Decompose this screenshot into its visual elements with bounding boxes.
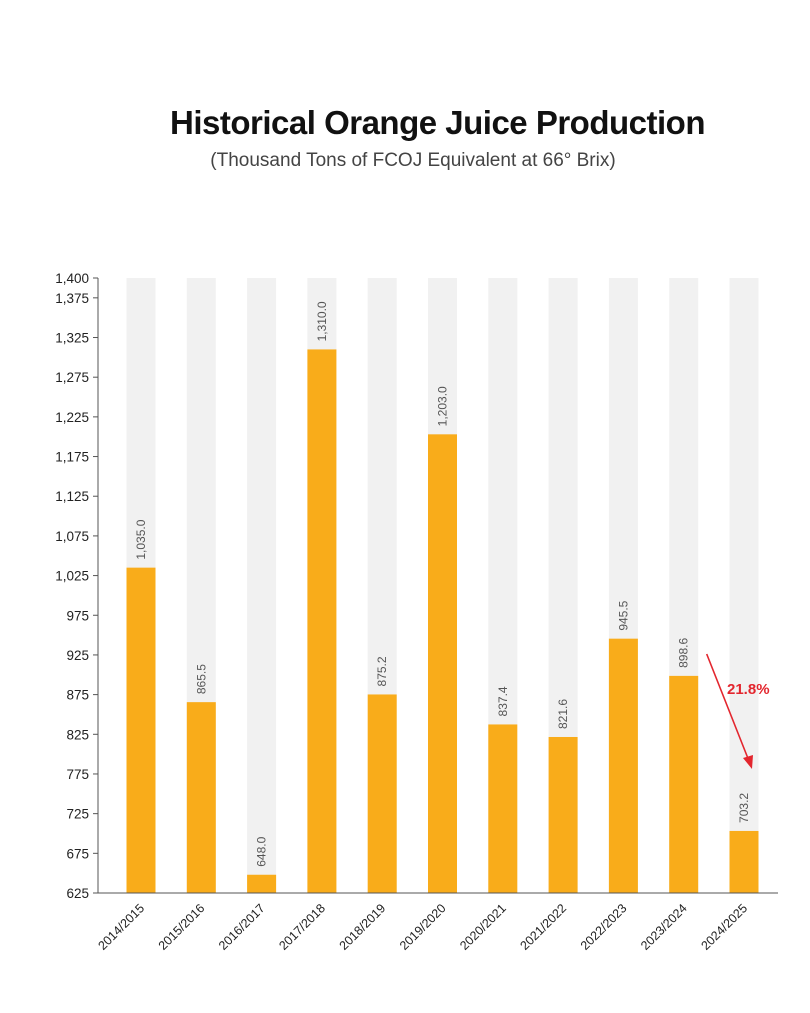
x-tick-label: 2015/2016 (156, 901, 208, 953)
bar (367, 694, 397, 893)
bar-value-label: 648.0 (255, 836, 269, 866)
bar-value-label: 945.5 (616, 600, 630, 630)
y-tick-label: 1,400 (55, 271, 89, 286)
y-tick-label: 725 (66, 807, 89, 822)
bar-value-label: 821.6 (556, 699, 570, 729)
bar (729, 830, 759, 893)
annotation-label: 21.8% (727, 681, 770, 698)
y-tick-label: 925 (66, 648, 89, 663)
y-tick-label: 625 (66, 886, 89, 901)
y-tick-label: 675 (66, 846, 89, 861)
x-tick-label: 2024/2025 (698, 901, 750, 953)
bar-value-label: 865.5 (194, 664, 208, 694)
x-tick-label: 2021/2022 (518, 901, 570, 953)
x-tick-label: 2018/2019 (337, 901, 389, 953)
bar-value-label: 1,310.0 (315, 301, 329, 341)
bar (488, 724, 518, 893)
bar (307, 349, 337, 894)
annotation-arrow-head (743, 755, 753, 769)
x-tick-label: 2023/2024 (638, 901, 690, 953)
bar (428, 434, 457, 893)
x-tick-label: 2017/2018 (276, 901, 328, 953)
x-tick-label: 2019/2020 (397, 901, 449, 953)
bar (548, 736, 578, 893)
bar-background (729, 278, 759, 893)
y-tick-label: 1,325 (55, 331, 89, 346)
y-tick-label: 1,225 (55, 410, 89, 425)
y-tick-label: 1,175 (55, 450, 89, 465)
x-tick-label: 2014/2015 (95, 901, 147, 953)
bar-value-label: 898.6 (677, 638, 691, 668)
bar-value-label: 1,203.0 (436, 386, 450, 426)
bar (126, 567, 156, 893)
y-tick-label: 775 (66, 767, 89, 782)
y-tick-label: 975 (66, 608, 89, 623)
y-tick-label: 1,375 (55, 291, 89, 306)
bar-value-label: 875.2 (375, 656, 389, 686)
y-tick-label: 825 (66, 727, 89, 742)
y-tick-label: 1,025 (55, 569, 89, 584)
bar-value-label: 703.2 (737, 793, 751, 823)
x-tick-label: 2020/2021 (457, 901, 509, 953)
y-tick-label: 1,275 (55, 370, 89, 385)
bar (247, 874, 277, 893)
annotation-arrow-line (705, 653, 750, 762)
y-tick-label: 875 (66, 688, 89, 703)
x-tick-label: 2016/2017 (216, 901, 268, 953)
y-tick-label: 1,075 (55, 529, 89, 544)
bar-background (247, 278, 277, 893)
y-tick-label: 1,125 (55, 489, 89, 504)
bar-value-label: 1,035.0 (134, 519, 148, 559)
x-tick-label: 2022/2023 (578, 901, 630, 953)
bar-value-label: 837.4 (496, 686, 510, 716)
bar (186, 702, 216, 893)
bar (669, 675, 699, 893)
bar (608, 638, 638, 893)
chart-subtitle: (Thousand Tons of FCOJ Equivalent at 66°… (210, 150, 616, 171)
chart-title: Historical Orange Juice Production (170, 104, 705, 141)
